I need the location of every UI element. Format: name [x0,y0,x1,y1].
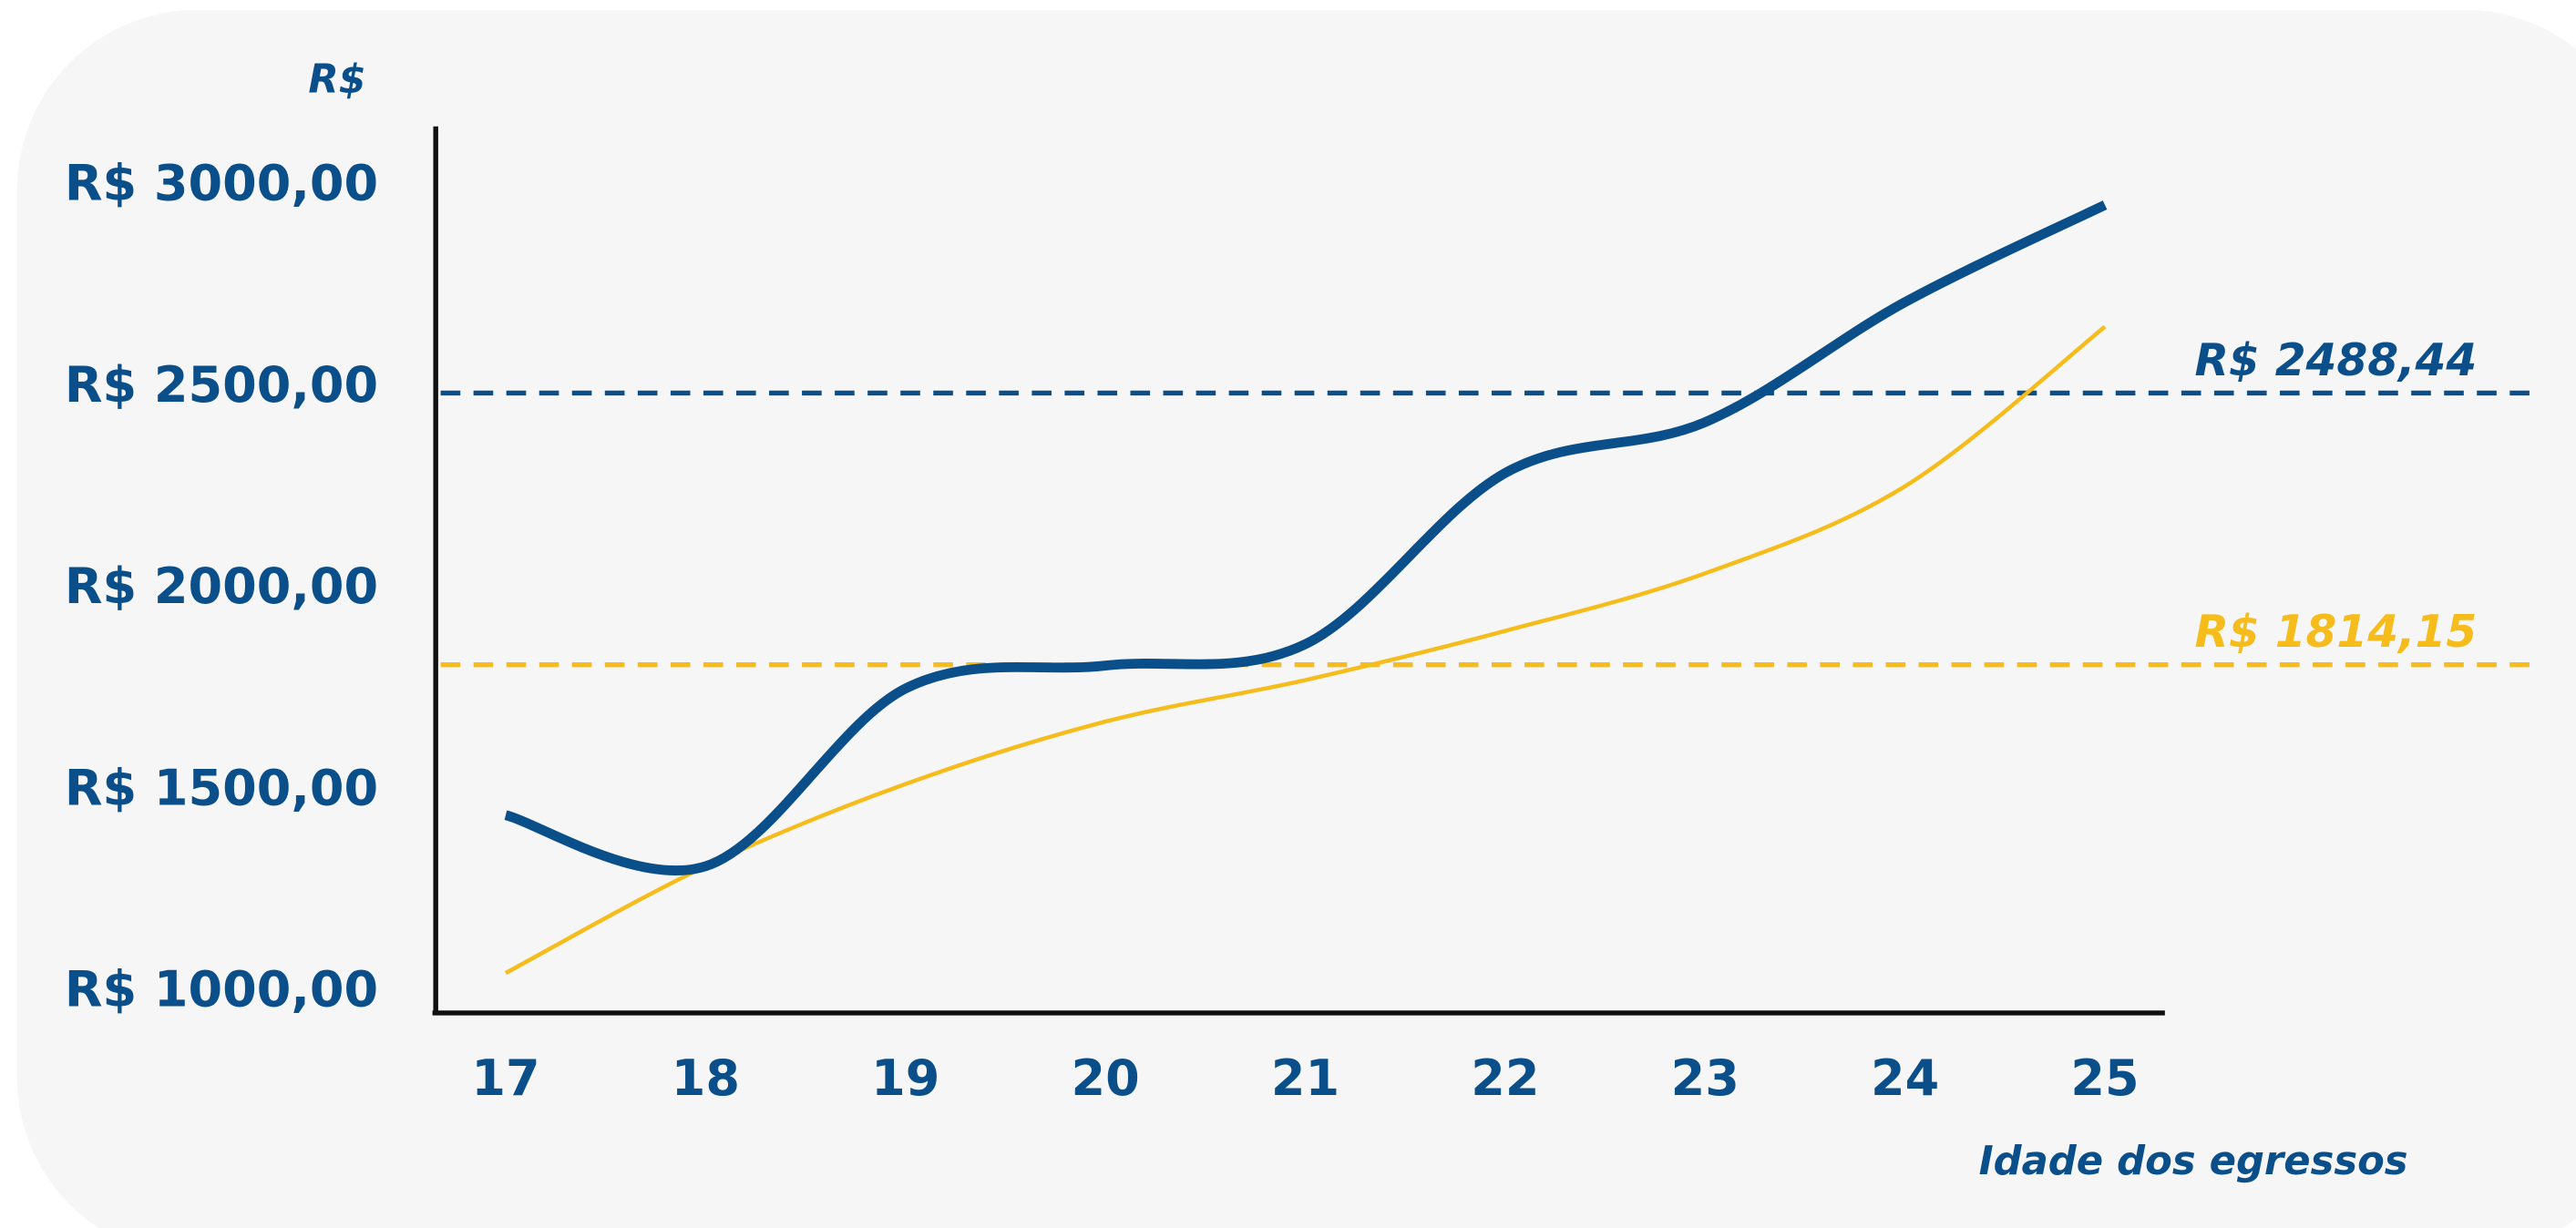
x-tick-label: 18 [672,1049,740,1107]
x-axis-label: Idade dos egressos [1979,1139,2408,1184]
x-tick-label: 22 [1471,1049,1539,1107]
reference-label: R$ 2488,44 [2194,335,2477,386]
data-line [504,324,2107,976]
y-tick-label: R$ 1000,00 [65,960,378,1018]
x-tick-label: 21 [1271,1049,1339,1107]
y-tick-label: R$ 1500,00 [65,759,378,816]
y-tick-label: R$ 2000,00 [65,558,378,615]
y-tick-label: R$ 2500,00 [65,356,378,414]
reference-label: R$ 1814,15 [2194,607,2477,658]
x-tick-label: 23 [1671,1049,1740,1107]
x-tick-label: 19 [871,1049,939,1107]
y-tick-label: R$ 3000,00 [65,155,378,212]
data-line [504,200,2108,875]
x-tick-label: 25 [2070,1049,2139,1107]
x-tick-label: 24 [1871,1049,1939,1107]
x-tick-label: 20 [1072,1049,1140,1107]
x-tick-label: 17 [471,1049,539,1107]
y-axis-label: R$ [308,57,365,103]
card-background [16,9,2576,1228]
